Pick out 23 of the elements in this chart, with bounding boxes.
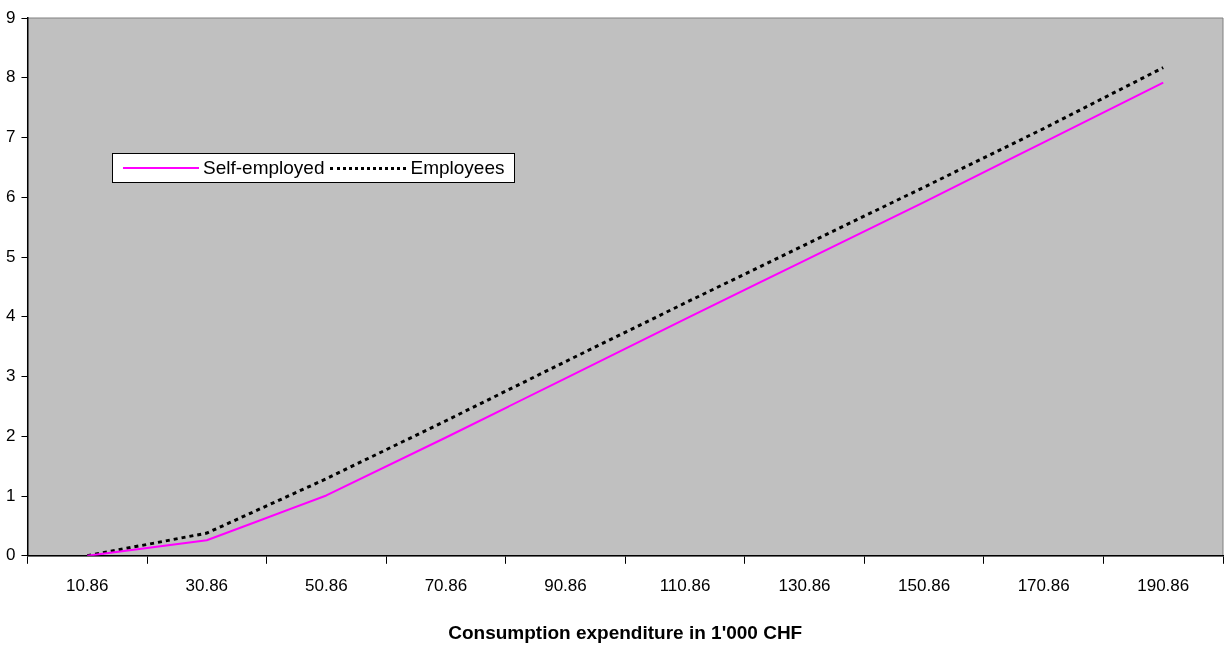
- x-tick-label: 170.86: [1017, 575, 1070, 595]
- legend-label: Self-employed: [203, 157, 325, 179]
- y-tick-label: 0: [5, 545, 16, 565]
- y-tick-label: 6: [5, 186, 16, 206]
- x-tick-label: 10.86: [65, 575, 109, 595]
- y-tick-label: 7: [5, 127, 16, 147]
- x-tick-label: 90.86: [544, 575, 587, 595]
- x-tick-label: 130.86: [778, 575, 831, 595]
- y-tick-label: 1: [5, 485, 16, 505]
- y-tick-label: 9: [5, 7, 16, 27]
- x-tick-label: 110.86: [659, 575, 711, 595]
- y-tick-label: 8: [5, 67, 16, 87]
- x-tick-label: 150.86: [898, 575, 951, 595]
- y-tick-label: 3: [5, 366, 16, 386]
- y-tick-label: 5: [5, 246, 16, 266]
- x-axis-title: Consumption expenditure in 1'000 CHF: [448, 621, 803, 643]
- y-tick-label: 4: [5, 306, 16, 326]
- x-tick-label: 70.86: [424, 575, 468, 595]
- x-tick-label: 50.86: [305, 575, 348, 595]
- x-tick-label: 190.86: [1137, 575, 1190, 595]
- y-tick-label: 2: [5, 425, 16, 445]
- legend-label: Employees: [410, 157, 505, 179]
- x-tick-label: 30.86: [185, 575, 229, 595]
